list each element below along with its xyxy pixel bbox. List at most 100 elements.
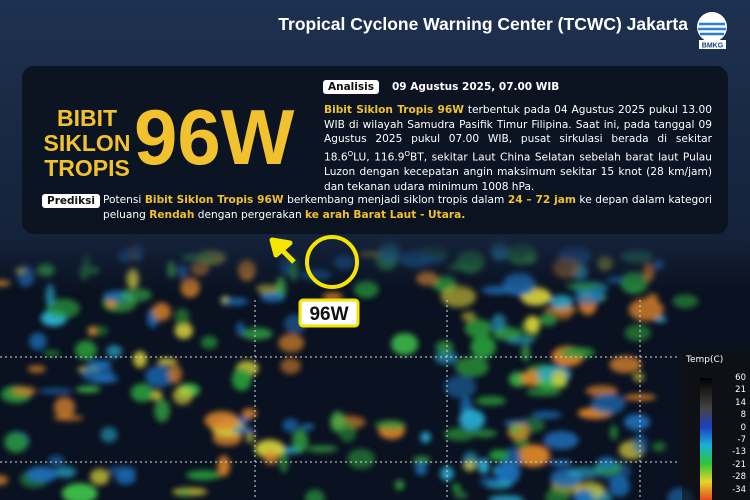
cloud	[609, 475, 630, 497]
page-title: Tropical Cyclone Warning Center (TCWC) J…	[278, 14, 688, 34]
cloud	[559, 347, 595, 359]
cloud	[154, 399, 171, 423]
cloud	[11, 386, 37, 396]
cloud	[435, 340, 454, 354]
cloud	[241, 327, 273, 340]
prediction-label: Prediksi	[42, 194, 100, 208]
cloud	[623, 413, 650, 431]
cloud	[632, 372, 645, 383]
cloud	[231, 367, 252, 391]
cloud	[420, 431, 431, 443]
analysis-text: Bibit Siklon Tropis 96W terbentuk pada 0…	[324, 103, 712, 194]
cloud	[172, 386, 193, 405]
cloud	[278, 333, 305, 353]
cloud	[156, 358, 178, 366]
cloud	[521, 344, 531, 362]
cloud	[300, 423, 315, 430]
colorbar	[700, 378, 712, 500]
cloud	[29, 332, 47, 351]
headline-line: TROPIS	[44, 155, 130, 181]
cloud	[549, 460, 573, 467]
text-segment: ke depan dalam kategori peluang	[103, 194, 712, 221]
text-segment: BT, sekitar Laut China Selatan sebelah b…	[324, 151, 712, 193]
cloud	[539, 312, 558, 327]
cloud	[394, 479, 405, 491]
cloud	[491, 313, 507, 332]
cloud	[279, 451, 289, 473]
cloud	[488, 495, 524, 500]
text-segment: O	[347, 149, 354, 158]
cloud	[374, 420, 407, 430]
marker-label: 96W	[309, 304, 348, 325]
cloud	[596, 456, 617, 470]
text-segment: ke arah Barat Laut - Utara.	[305, 208, 466, 221]
cloud	[459, 409, 485, 431]
cloud	[152, 302, 171, 321]
cloud	[443, 427, 476, 441]
cloud	[472, 429, 498, 438]
cloud	[464, 319, 493, 338]
cloud	[81, 364, 114, 384]
cloud	[106, 345, 123, 358]
marker-label-box	[298, 298, 360, 328]
cloud	[27, 365, 46, 373]
cloud	[567, 466, 601, 479]
text-segment: LU, 116.9	[353, 151, 405, 164]
cloud	[186, 470, 221, 481]
cloud	[506, 337, 535, 345]
legend-tick: 21	[735, 385, 746, 396]
cloud	[254, 439, 285, 459]
text-segment: Rendah	[149, 208, 195, 221]
cloud	[46, 298, 80, 319]
cloud	[168, 364, 183, 384]
legend-tick: 8	[740, 410, 746, 421]
headline-line: SIKLON	[43, 130, 131, 156]
legend-tick: 14	[735, 397, 746, 408]
legend-tick: 60	[735, 373, 746, 383]
cloud	[628, 298, 664, 322]
cloud	[545, 488, 571, 500]
text-segment: Bibit Siklon Tropis 96W	[324, 104, 464, 116]
map-fade	[0, 235, 750, 295]
legend-tick: -28	[732, 472, 746, 483]
cloud	[609, 424, 618, 441]
legend-tick: 0	[740, 422, 746, 433]
cloud	[26, 466, 58, 483]
cloud	[130, 383, 154, 403]
cloud	[516, 444, 551, 467]
cloud	[282, 418, 299, 433]
cloud	[52, 414, 84, 421]
cloud	[100, 426, 118, 443]
text-segment: Bibit Siklon Tropis 96W	[144, 194, 284, 206]
cloud	[672, 294, 699, 309]
cloud	[222, 297, 249, 306]
cloud	[479, 476, 499, 487]
cloud	[525, 388, 562, 396]
cloud	[90, 468, 110, 486]
cloud	[573, 489, 594, 500]
cloud	[43, 350, 61, 357]
cloud	[115, 469, 136, 485]
cloud	[488, 449, 509, 462]
cloud	[551, 369, 568, 388]
cloud	[292, 429, 309, 453]
cloud	[549, 294, 574, 309]
cloud	[631, 433, 648, 455]
cloud	[347, 448, 376, 469]
cloud	[217, 455, 231, 477]
text-segment: terbentuk pada 04 Agustus 2025 pukul 13.…	[324, 104, 712, 164]
cloud	[133, 350, 147, 368]
cloud	[174, 322, 193, 339]
cloud	[263, 451, 278, 465]
cyclone-marker	[305, 235, 359, 289]
analysis-date: 09 Agustus 2025, 07.00 WIB	[392, 81, 560, 93]
analysis-label: Analisis	[323, 80, 379, 94]
cloud	[338, 420, 357, 443]
cloud	[176, 490, 192, 498]
cloud	[235, 321, 245, 337]
cloud	[440, 466, 454, 481]
legend-tick: -21	[732, 459, 746, 470]
prediction-text: Potensi Bibit Siklon Tropis 96W berkemba…	[103, 193, 712, 222]
